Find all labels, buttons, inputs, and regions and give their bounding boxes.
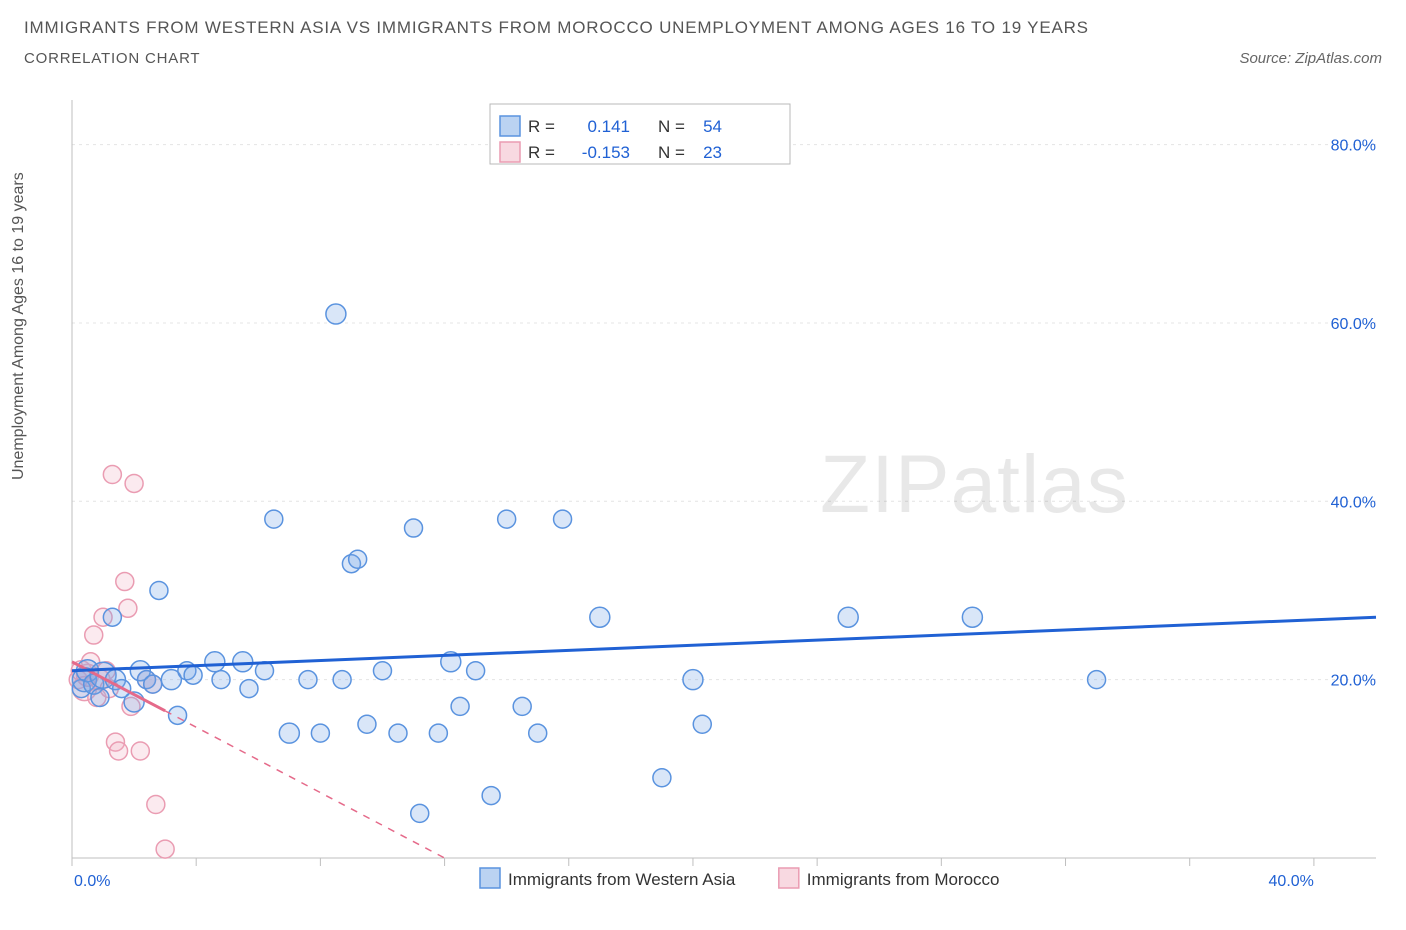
svg-text:60.0%: 60.0% <box>1331 316 1376 333</box>
chart-source: Source: ZipAtlas.com <box>1239 50 1382 67</box>
svg-text:R =: R = <box>528 117 555 136</box>
chart-subrow: CORRELATION CHART Source: ZipAtlas.com <box>24 50 1382 67</box>
chart-title: IMMIGRANTS FROM WESTERN ASIA VS IMMIGRAN… <box>24 18 1382 38</box>
svg-text:N =: N = <box>658 117 685 136</box>
chart-subtitle: CORRELATION CHART <box>24 50 200 67</box>
svg-text:40.0%: 40.0% <box>1269 873 1314 890</box>
chart-area: ZIPatlas 20.0% 40.0% 60.0% 80.0% 0.0% 40.0% R =… <box>60 100 1390 890</box>
svg-text:N =: N = <box>658 143 685 162</box>
svg-text:80.0%: 80.0% <box>1331 138 1376 155</box>
svg-text:R =: R = <box>528 143 555 162</box>
y-axis-label: Unemployment Among Ages 16 to 19 years <box>10 172 28 480</box>
scatter-chart: ZIPatlas 20.0% 40.0% 60.0% 80.0% 0.0% 40.0% R =… <box>60 100 1390 890</box>
svg-text:20.0%: 20.0% <box>1331 673 1376 690</box>
svg-text:0.141: 0.141 <box>587 117 630 136</box>
svg-text:-0.153: -0.153 <box>582 143 630 162</box>
svg-text:Immigrants from Morocco: Immigrants from Morocco <box>807 870 1000 889</box>
svg-text:54: 54 <box>703 117 722 136</box>
chart-header: IMMIGRANTS FROM WESTERN ASIA VS IMMIGRAN… <box>0 0 1406 67</box>
svg-text:23: 23 <box>703 143 722 162</box>
svg-text:Immigrants from Western Asia: Immigrants from Western Asia <box>508 870 736 889</box>
svg-text:0.0%: 0.0% <box>74 873 110 890</box>
svg-text:40.0%: 40.0% <box>1331 494 1376 511</box>
svg-text:ZIPatlas: ZIPatlas <box>820 439 1129 530</box>
